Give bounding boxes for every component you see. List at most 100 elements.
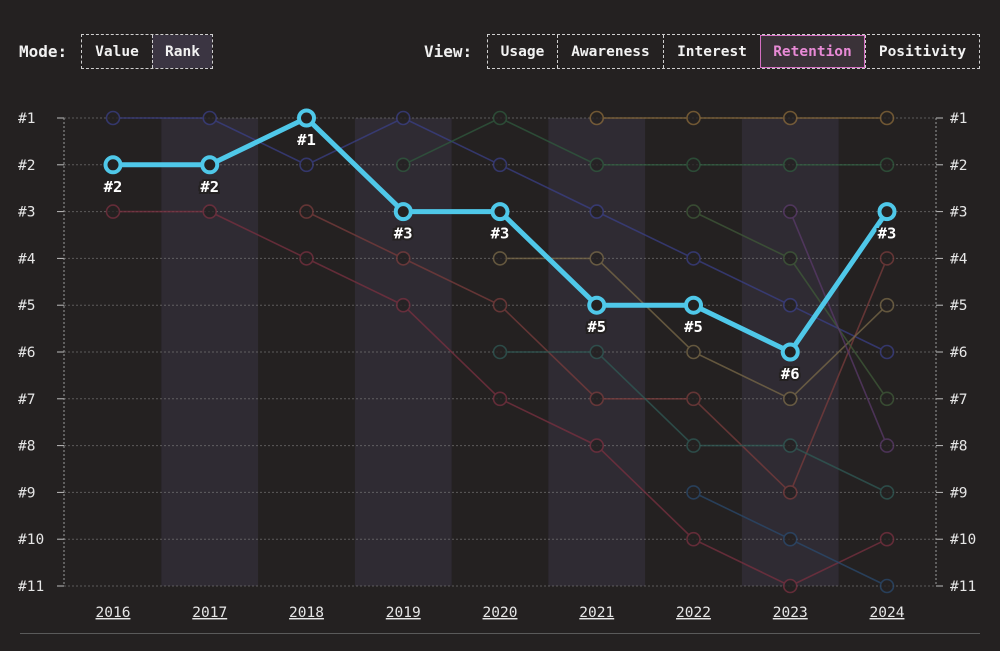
series-point	[299, 251, 314, 266]
mode-label: Mode:	[19, 42, 68, 61]
series-point	[782, 531, 798, 547]
highlight-series: #2 #2 #1 #3 #3 #5 #5 #6 #3	[102, 108, 898, 385]
y-tick-label-right: #9	[950, 485, 967, 501]
y-tick-label-left: #3	[18, 205, 35, 221]
series-point	[492, 391, 508, 407]
series-point	[589, 344, 605, 360]
series-7	[686, 485, 895, 594]
y-tick-label-left: #2	[18, 158, 35, 174]
band-2019	[354, 118, 452, 586]
series-point	[879, 438, 895, 453]
series-point	[879, 531, 895, 547]
y-tick-label-right: #8	[950, 439, 967, 455]
mode-value-button[interactable]: Value	[95, 43, 139, 60]
series-2	[299, 204, 895, 500]
series-point	[686, 531, 701, 547]
x-tick-label-2018: 2018	[289, 605, 324, 621]
y-tick-label-left: #9	[18, 485, 35, 501]
series-9	[782, 204, 895, 453]
series-point	[395, 251, 411, 266]
view-positivity-button[interactable]: Positivity	[865, 35, 979, 68]
highlight-point-label: #3	[394, 225, 413, 243]
series-line	[402, 117, 887, 166]
highlight-point	[490, 202, 510, 222]
series-point	[202, 204, 218, 219]
x-tick-label-2016: 2016	[96, 605, 131, 621]
series-point	[492, 344, 508, 360]
series-point	[879, 251, 895, 266]
series-point	[879, 110, 895, 126]
series-point	[782, 485, 798, 500]
series-point	[782, 251, 798, 266]
view-retention-button[interactable]: Retention	[760, 35, 865, 68]
series-point	[879, 297, 895, 313]
series-point	[879, 485, 895, 500]
highlight-point	[103, 155, 123, 175]
view-interest-button[interactable]: Interest	[663, 35, 760, 68]
highlight-point	[200, 155, 220, 175]
y-tick-label-right: #7	[950, 392, 967, 408]
series-8	[686, 204, 895, 407]
series-point	[879, 391, 895, 407]
highlight-point-label: #2	[104, 178, 123, 196]
series-point	[879, 157, 895, 173]
series-point	[782, 297, 798, 313]
y-tick-label-left: #5	[18, 298, 35, 314]
y-tick-label-left: #7	[18, 392, 35, 408]
series-point	[879, 344, 895, 360]
series-point	[395, 110, 411, 126]
series-point	[589, 157, 605, 173]
series-point	[686, 204, 701, 219]
highlight-point	[587, 295, 607, 315]
series-point	[105, 110, 121, 126]
mode-toggle: Value Rank	[81, 34, 213, 69]
series-point	[589, 110, 605, 126]
highlight-point-label: #6	[781, 365, 800, 383]
series-point	[782, 157, 798, 173]
x-tick-label-2024: 2024	[870, 605, 905, 621]
series-point	[686, 485, 701, 500]
x-tick-label-2022: 2022	[676, 605, 711, 621]
highlight-point	[684, 295, 703, 315]
highlight-point-label: #5	[684, 318, 703, 336]
y-tick-label-right: #4	[950, 251, 968, 267]
highlight-point-label: #5	[587, 318, 606, 336]
series-line	[789, 211, 888, 446]
y-tick-label-right: #2	[950, 158, 967, 174]
x-tick-label-2021: 2021	[579, 605, 614, 621]
view-awareness-button[interactable]: Awareness	[557, 35, 663, 68]
view-usage-button[interactable]: Usage	[500, 43, 545, 60]
highlight-point	[877, 202, 897, 222]
highlight-point-label: #3	[878, 225, 897, 243]
series-point	[299, 204, 314, 219]
view-label: View:	[424, 42, 473, 61]
series-6	[589, 110, 895, 126]
mode-rank-button[interactable]: Rank	[152, 35, 212, 68]
series-point	[492, 297, 508, 313]
y-tick-label-right: #6	[950, 345, 967, 361]
series-point	[492, 157, 508, 173]
y-tick-label-left: #6	[18, 345, 35, 361]
x-tick-label-2019: 2019	[386, 605, 421, 621]
series-point	[299, 157, 314, 173]
highlight-point-label: #1	[297, 131, 316, 149]
series-point	[686, 251, 701, 266]
highlight-point	[393, 202, 413, 222]
series-point	[686, 391, 701, 407]
series-point	[782, 391, 798, 407]
series-0	[105, 110, 895, 360]
series-point	[686, 157, 701, 173]
series-point	[782, 578, 798, 594]
y-tick-label-right: #5	[950, 298, 967, 314]
highlight-point-label: #3	[491, 225, 510, 243]
series-4	[492, 251, 895, 407]
series-point	[686, 110, 701, 126]
series-point	[782, 438, 798, 453]
series-point	[202, 110, 218, 126]
series-3	[395, 110, 895, 173]
series-point	[686, 344, 701, 360]
highlight-point	[297, 108, 316, 128]
series-point	[589, 438, 605, 453]
series-point	[589, 251, 605, 266]
series-point	[782, 110, 798, 126]
